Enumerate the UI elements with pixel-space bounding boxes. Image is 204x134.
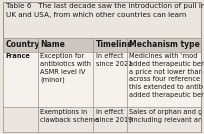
- Text: Timeline: Timeline: [95, 40, 133, 49]
- Text: In effect
since 2019: In effect since 2019: [95, 109, 132, 123]
- Bar: [3, 52, 201, 107]
- Text: Table 6   The last decade saw the introduction of pull incent
UK and USA, from w: Table 6 The last decade saw the introduc…: [6, 3, 204, 18]
- Text: Mechanism type: Mechanism type: [129, 40, 200, 49]
- Text: Name: Name: [40, 40, 65, 49]
- Text: Exception for
antibiotics with
ASMR level IV
(minor): Exception for antibiotics with ASMR leve…: [40, 53, 91, 83]
- Text: Medicines with ‘mod
added therapeutic ben
a price not lower than
across four ref: Medicines with ‘mod added therapeutic be…: [129, 53, 204, 98]
- Text: In effect
since 2021: In effect since 2021: [95, 53, 132, 67]
- Bar: [3, 107, 201, 134]
- Text: Sales of orphan and g
(including relevant an: Sales of orphan and g (including relevan…: [129, 109, 203, 123]
- Bar: [3, 38, 201, 52]
- Text: Exemptions in
clawback scheme: Exemptions in clawback scheme: [40, 109, 99, 123]
- Text: France: France: [6, 53, 30, 59]
- Text: Country: Country: [6, 40, 40, 49]
